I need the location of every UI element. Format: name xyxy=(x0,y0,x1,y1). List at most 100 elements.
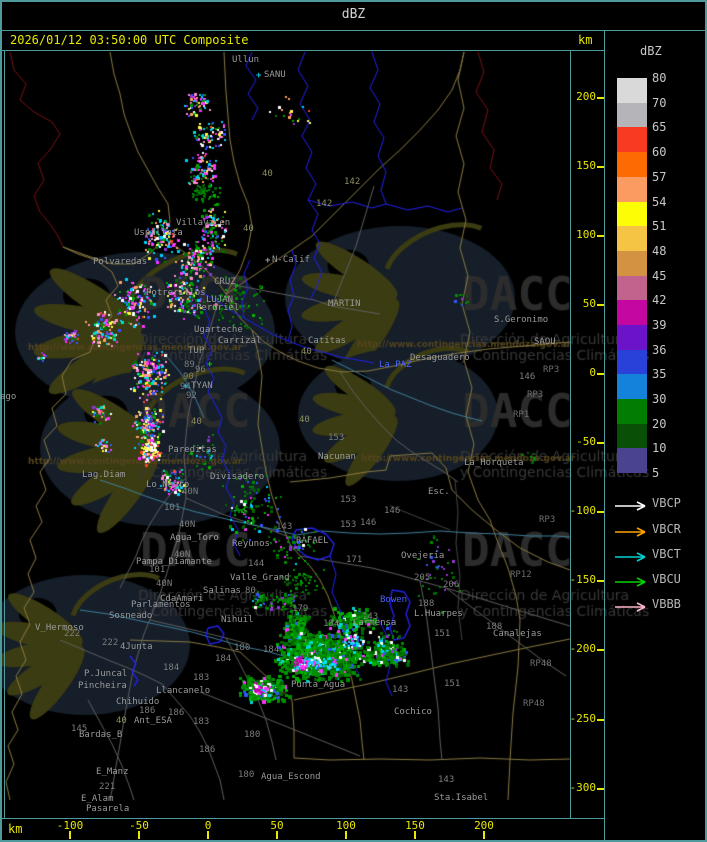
map-label: 80 xyxy=(245,586,256,596)
axis-tick-mark xyxy=(597,166,604,168)
map-label: Polvaredas xyxy=(93,257,148,267)
map-label: 153 xyxy=(328,433,345,443)
station-arrow-icon xyxy=(614,497,648,511)
map-label: Ovejeria xyxy=(401,551,445,561)
legend-color-band xyxy=(617,127,647,152)
map-label: 222 xyxy=(102,638,119,648)
map-label: 40N xyxy=(179,520,196,530)
axis-tick-label: -150 xyxy=(569,573,597,586)
station-arrow-icon xyxy=(614,573,648,587)
map-label: 40 xyxy=(299,415,310,425)
axis-tick-mark xyxy=(597,304,604,306)
station-cross-marker: + xyxy=(207,360,213,370)
axis-tick-label: 200 xyxy=(474,819,494,832)
map-label: 206 xyxy=(443,580,460,590)
map-label: Ant_ESA xyxy=(134,716,172,726)
map-label: Agua_Toro xyxy=(170,533,219,543)
station-cross-marker: + xyxy=(265,256,271,266)
map-label: Sosneado xyxy=(109,611,153,621)
map-label: Divisadero xyxy=(210,472,265,482)
map-label: Bowen xyxy=(380,595,408,605)
map-label: 143 xyxy=(438,775,455,785)
map-label: Carmensa xyxy=(353,618,397,628)
map-label: 180 xyxy=(234,643,251,653)
legend-scale-value: 45 xyxy=(652,269,667,283)
legend-color-band xyxy=(617,300,647,325)
axis-tick-label: 0 xyxy=(589,366,596,379)
map-label: Agua_Escond xyxy=(261,772,321,782)
map-label: Canalejas xyxy=(493,629,542,639)
map-label: Valle_Grand xyxy=(230,573,290,583)
map-label: 40N xyxy=(174,550,191,560)
map-label: Cochico xyxy=(394,707,432,717)
map-border-right xyxy=(570,50,571,818)
legend-color-band xyxy=(617,103,647,127)
axis-tick-mark xyxy=(276,831,278,839)
map-label: 40 xyxy=(191,417,202,427)
map-label: Llancanelo xyxy=(156,686,211,696)
map-label: 40 xyxy=(262,169,273,179)
station-arrow-icon xyxy=(614,598,648,612)
axis-tick-mark xyxy=(483,831,485,839)
legend-scale-value: 60 xyxy=(652,145,667,159)
map-label: 146 xyxy=(360,518,377,528)
axis-tick-label: 150 xyxy=(576,159,596,172)
map-label: 184 xyxy=(263,645,280,655)
map-label: TYAN xyxy=(191,381,213,391)
legend-color-band xyxy=(617,276,647,300)
axis-tick-label: 200 xyxy=(576,90,596,103)
map-label: LUJAN xyxy=(206,295,234,305)
map-label: Sta.Isabel xyxy=(434,793,489,803)
map-label: 180 xyxy=(244,730,261,740)
axis-tick-mark xyxy=(597,580,604,582)
map-label: Esc. xyxy=(428,487,450,497)
axis-tick-label: 100 xyxy=(576,228,596,241)
map-label: 188 xyxy=(486,622,503,632)
frame-left xyxy=(0,0,2,842)
map-label: 153 xyxy=(340,495,357,505)
map-label: TUP xyxy=(188,346,205,356)
station-cross-marker: + xyxy=(183,382,189,392)
map-label: 151 xyxy=(444,679,461,689)
map-label: Chihuido xyxy=(116,697,160,707)
legend-color-band xyxy=(617,177,647,202)
legend-scale-value: 48 xyxy=(652,244,667,258)
map-label: Salinas xyxy=(203,586,241,596)
map-label: CRUZ xyxy=(214,277,236,287)
legend-color-band xyxy=(617,399,647,424)
map-label: 4Junta xyxy=(120,642,153,652)
map-label: V_Hermoso xyxy=(35,623,84,633)
map-label: 184 xyxy=(163,663,180,673)
legend-scale-value: 10 xyxy=(652,441,667,455)
legend-color-band xyxy=(617,325,647,350)
legend-scale-value: 54 xyxy=(652,195,667,209)
map-label: Pampa_Diamante xyxy=(136,557,212,567)
axis-tick-label: -200 xyxy=(569,642,597,655)
map-label: Parlamentos xyxy=(131,600,191,610)
axis-tick-mark xyxy=(597,442,604,444)
map-label: Lo_Negro xyxy=(146,480,190,490)
legend-color-band xyxy=(617,448,647,473)
station-arrow-icon xyxy=(614,523,648,537)
map-label: 40 xyxy=(301,347,312,357)
legend-scale-value: 70 xyxy=(652,96,667,110)
legend-color-band xyxy=(617,202,647,226)
map-label: MARTIN xyxy=(328,299,361,309)
map-label: 145 xyxy=(71,724,88,734)
legend-divider xyxy=(604,30,605,842)
station-label: VBBB xyxy=(652,597,681,611)
legend-scale-value: 42 xyxy=(652,293,667,307)
map-label: RP3 xyxy=(543,365,560,375)
station-label: VBCT xyxy=(652,547,681,561)
legend-color-band xyxy=(617,424,647,448)
axis-tick-mark xyxy=(597,97,604,99)
map-label: ago xyxy=(0,392,17,402)
map-label: Uspallata xyxy=(134,228,183,238)
map-label: Ugarteche xyxy=(194,325,243,335)
map-label: 142 xyxy=(316,199,333,209)
axis-tick-label: 50 xyxy=(270,819,284,832)
axis-tick-mark xyxy=(597,511,604,513)
map-label: RP48 xyxy=(523,699,545,709)
